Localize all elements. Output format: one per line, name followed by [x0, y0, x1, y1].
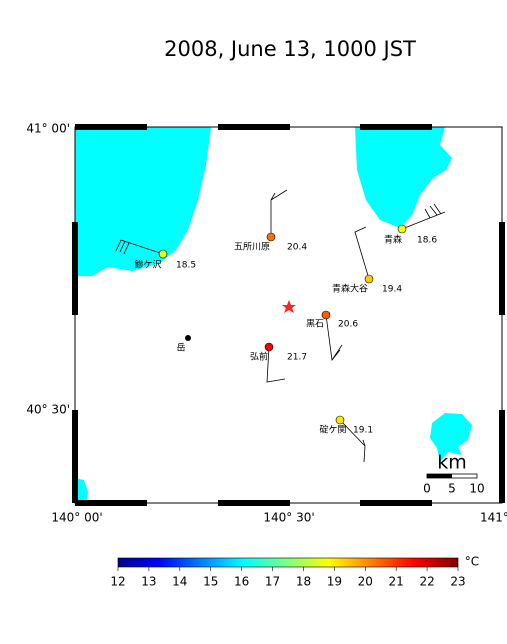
colorbar-tick-label: 12 — [110, 575, 125, 589]
station-dot — [266, 232, 276, 242]
colorbar-tick-label: 20 — [358, 575, 373, 589]
station-temp: 19.4 — [382, 285, 402, 295]
station-dot — [397, 224, 407, 234]
point — [185, 335, 191, 341]
station-temp: 21.7 — [287, 353, 307, 363]
station-name: 青森 — [384, 234, 402, 246]
station-dot — [264, 342, 274, 352]
point-name: 岳 — [176, 342, 185, 354]
station-name: 碇ケ関 — [319, 424, 346, 436]
station-dot — [158, 249, 168, 259]
lon-label: 140° 30' — [263, 511, 314, 525]
colorbar-unit: °C — [465, 555, 479, 569]
frame-ticks — [72, 124, 505, 506]
station-temp: 20.4 — [287, 243, 307, 253]
epicenter-star — [282, 300, 296, 313]
colorbar-tick-label: 21 — [389, 575, 404, 589]
colorbar-tick-label: 22 — [419, 575, 434, 589]
lat-label: 41° 00' — [26, 122, 70, 136]
station-dot — [364, 274, 374, 284]
colorbar-tick-label: 18 — [296, 575, 311, 589]
station-dot — [335, 415, 345, 425]
station-temp: 19.1 — [353, 426, 373, 436]
colorbar-tick-label: 17 — [265, 575, 280, 589]
wind-barbs — [115, 189, 446, 463]
station-name: 鰺ケ沢 — [134, 259, 161, 271]
lon-label: 141° — [480, 511, 507, 525]
title: 2008, June 13, 1000 JST — [164, 37, 416, 61]
station-name: 弘前 — [250, 351, 268, 363]
sea — [75, 127, 472, 503]
scale-tick-label: 5 — [448, 482, 456, 496]
station-temp: 18.5 — [176, 261, 196, 271]
colorbar-tick-label: 14 — [172, 575, 187, 589]
scale-tick-label: 0 — [423, 482, 431, 496]
station-temp: 20.6 — [338, 320, 358, 330]
station-name: 黒石 — [306, 319, 324, 330]
scale-bar-fill — [427, 474, 452, 478]
scale-unit: km — [437, 452, 467, 474]
lon-label: 140° 00' — [51, 511, 102, 525]
station-name: 五所川原 — [234, 242, 270, 253]
colorbar-tick-label: 13 — [141, 575, 156, 589]
lat-label: 40° 30' — [26, 403, 70, 417]
station-name: 青森大谷 — [332, 283, 368, 295]
colorbar-tick-label: 23 — [450, 575, 465, 589]
station-dot — [321, 310, 331, 320]
colorbar — [117, 557, 459, 568]
colorbar-tick-label: 19 — [327, 575, 342, 589]
station-temp: 18.6 — [417, 236, 437, 246]
colorbar-tick-label: 15 — [203, 575, 218, 589]
colorbar-tick-label: 16 — [234, 575, 249, 589]
scale-tick-label: 10 — [469, 482, 484, 496]
